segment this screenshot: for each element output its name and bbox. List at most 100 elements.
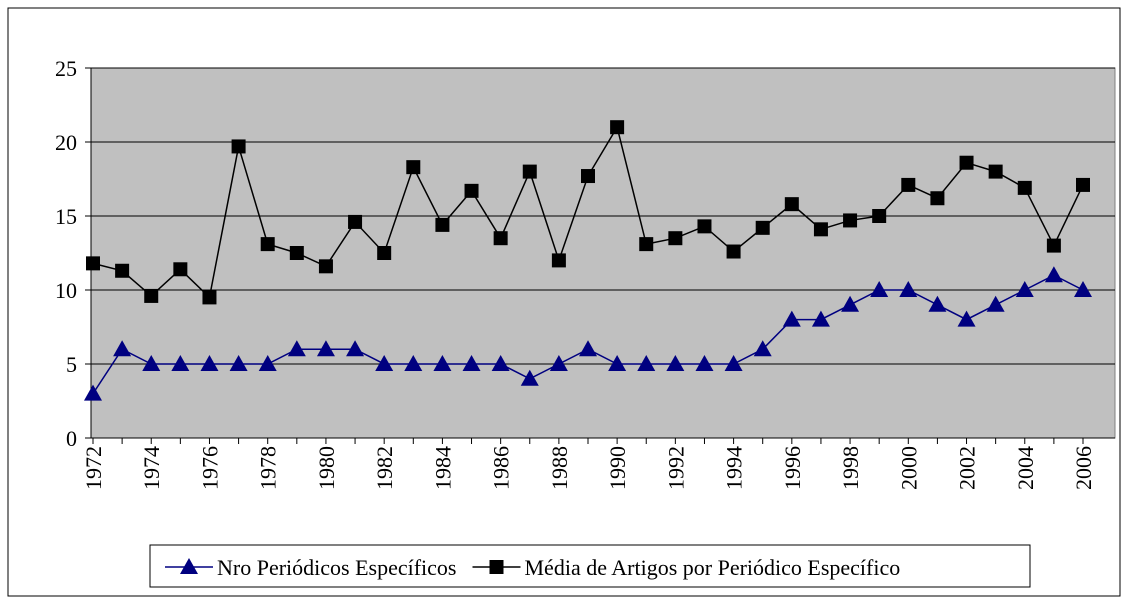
data-point	[784, 197, 799, 212]
x-tick-label: 2006	[1071, 446, 1096, 490]
data-point	[957, 310, 976, 327]
x-tick-label: 1992	[663, 446, 688, 490]
data-point	[491, 355, 510, 371]
data-point	[202, 290, 217, 305]
legend-marker	[489, 560, 504, 574]
x-tick-label: 1976	[197, 446, 222, 490]
data-point	[348, 214, 363, 229]
data-point	[1015, 281, 1034, 297]
data-point	[608, 355, 627, 371]
x-tick-label: 2004	[1013, 446, 1038, 490]
data-point	[462, 355, 481, 371]
data-point	[610, 120, 625, 135]
x-tick-label: 2000	[896, 446, 921, 490]
x-tick-label: 1980	[314, 446, 339, 490]
data-point	[520, 369, 539, 386]
x-tick-label: 1974	[139, 446, 164, 490]
data-point	[782, 310, 801, 327]
x-tick-label: 1998	[838, 446, 863, 490]
data-point	[464, 183, 479, 198]
data-point	[1074, 281, 1092, 297]
data-point	[113, 340, 132, 357]
data-point	[404, 355, 423, 371]
data-point	[84, 384, 102, 401]
x-tick-label: 1988	[547, 446, 572, 490]
data-point	[287, 340, 306, 357]
data-point	[666, 355, 685, 371]
data-point	[697, 219, 712, 234]
data-point	[522, 164, 537, 179]
data-point	[1017, 180, 1032, 195]
data-point	[173, 262, 188, 277]
x-tick-label: 1994	[722, 446, 747, 490]
data-point	[959, 155, 974, 170]
data-point	[872, 209, 887, 223]
data-point	[171, 355, 190, 371]
data-point	[1076, 177, 1090, 192]
data-point	[755, 220, 770, 235]
x-tick-label: 1978	[256, 446, 281, 490]
data-point	[986, 295, 1005, 312]
data-point	[726, 244, 741, 259]
data-point	[549, 355, 568, 371]
data-point	[637, 355, 656, 371]
legend-box	[149, 544, 1031, 588]
y-tick-label: 0	[66, 426, 77, 451]
data-point	[377, 246, 392, 260]
x-tick-label: 1996	[780, 446, 805, 490]
legend-label: Nro Periódicos Específicos	[217, 555, 457, 580]
x-tick-label: 1972	[81, 446, 106, 490]
data-point	[753, 340, 772, 357]
data-point	[988, 164, 1003, 179]
data-point	[901, 177, 916, 192]
data-point	[551, 253, 566, 268]
data-point	[346, 340, 365, 357]
data-point	[289, 246, 304, 260]
data-point	[581, 169, 595, 184]
data-point	[316, 340, 335, 357]
x-tick-label: 1986	[489, 446, 514, 490]
data-point	[639, 237, 654, 252]
y-tick-label: 20	[55, 130, 77, 155]
data-point	[144, 288, 159, 303]
data-point	[668, 231, 683, 246]
y-tick-label: 10	[55, 278, 77, 303]
data-point	[142, 355, 161, 371]
data-point	[231, 139, 246, 154]
data-point	[115, 263, 130, 278]
data-point	[229, 355, 248, 371]
legend-label: Média de Artigos por Periódico Específic…	[525, 555, 901, 580]
data-point	[258, 355, 277, 371]
data-point	[406, 160, 421, 175]
x-tick-label: 1982	[372, 446, 397, 490]
data-point	[695, 355, 714, 371]
data-point	[841, 295, 860, 312]
y-tick-label: 15	[55, 204, 77, 229]
data-point	[1044, 266, 1063, 283]
data-point	[200, 355, 219, 371]
data-point	[86, 256, 100, 271]
data-point	[928, 295, 947, 312]
legend-marker	[180, 558, 198, 574]
data-point	[870, 281, 889, 297]
data-point	[435, 217, 450, 232]
y-tick-label: 5	[66, 352, 77, 377]
data-point	[811, 310, 830, 327]
data-point	[493, 231, 508, 246]
data-point	[899, 281, 918, 297]
data-point	[930, 191, 945, 206]
data-point	[433, 355, 452, 371]
data-point	[318, 259, 333, 274]
data-point	[813, 222, 828, 237]
data-point	[375, 355, 394, 371]
plot-area	[90, 67, 1116, 439]
data-point	[1046, 238, 1061, 253]
x-tick-label: 1990	[605, 446, 630, 490]
data-point	[579, 340, 597, 357]
y-tick-label: 25	[55, 56, 77, 81]
x-tick-label: 2002	[955, 446, 980, 490]
data-point	[260, 237, 275, 252]
x-tick-label: 1984	[430, 446, 455, 490]
data-point	[724, 355, 743, 371]
